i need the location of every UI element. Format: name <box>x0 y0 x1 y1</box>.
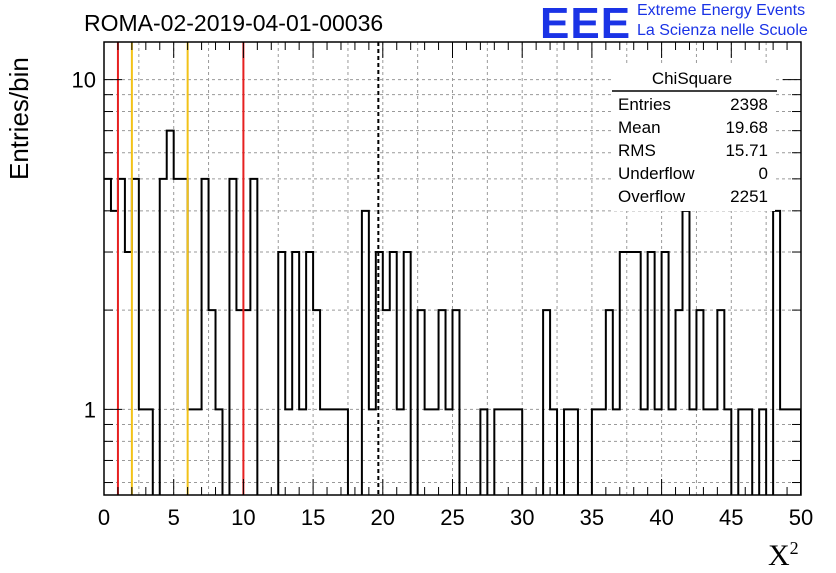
y-tick-label: 10 <box>72 68 96 93</box>
stats-row-label: Mean <box>618 118 661 137</box>
run-title: ROMA-02-2019-04-01-00036 <box>84 10 384 36</box>
stats-row-label: Overflow <box>618 187 686 206</box>
stats-box-title: ChiSquare <box>652 69 732 88</box>
stats-row-label: RMS <box>618 141 656 160</box>
stats-box <box>612 66 775 211</box>
histogram-outline <box>104 129 801 495</box>
x-tick-label: 5 <box>168 505 180 530</box>
stats-row-value: 19.68 <box>725 118 768 137</box>
stats-row-value: 0 <box>759 164 768 183</box>
stats-row-value: 15.71 <box>725 141 768 160</box>
x-axis-label: X2 <box>768 538 799 573</box>
x-tick-label: 10 <box>231 505 255 530</box>
y-axis-label: Entries/bin <box>4 57 34 180</box>
x-tick-label: 35 <box>580 505 604 530</box>
logo-subtitle-line1: Extreme Energy Events <box>637 2 806 19</box>
stats-row-value: 2398 <box>730 95 768 114</box>
logo-subtitle-line2: La Scienza nelle Scuole <box>637 22 808 39</box>
x-tick-label: 0 <box>98 505 110 530</box>
x-tick-label: 15 <box>301 505 325 530</box>
x-tick-label: 25 <box>440 505 464 530</box>
x-tick-label: 20 <box>371 505 395 530</box>
x-axis-label-sup: 2 <box>789 538 799 558</box>
eee-logo: EEE <box>540 0 632 48</box>
x-tick-label: 40 <box>649 505 673 530</box>
x-tick-label: 45 <box>719 505 743 530</box>
x-tick-label: 50 <box>789 505 813 530</box>
x-axis-label-main: X <box>768 539 790 572</box>
x-tick-label: 30 <box>510 505 534 530</box>
stats-row-label: Entries <box>618 95 671 114</box>
stats-row-label: Underflow <box>618 164 695 183</box>
stats-row-value: 2251 <box>730 187 768 206</box>
y-tick-label: 1 <box>84 397 96 422</box>
